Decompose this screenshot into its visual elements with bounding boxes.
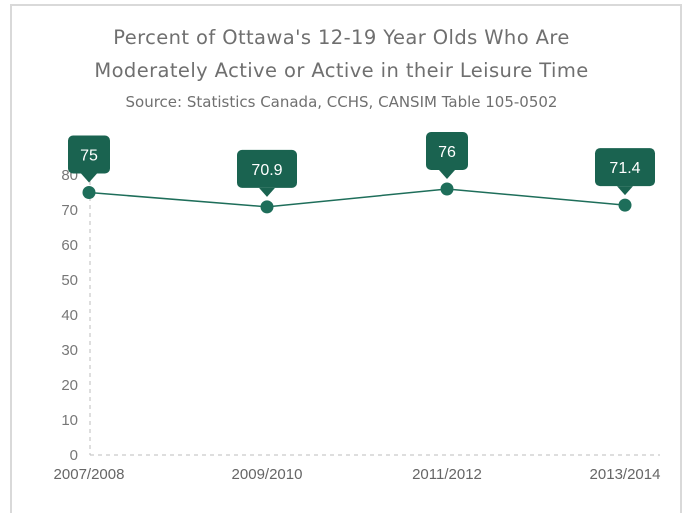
- x-tick-label: 2013/2014: [590, 466, 661, 483]
- data-label-box: [237, 149, 297, 188]
- y-tick-label: 50: [61, 272, 78, 289]
- chart-subtitle: Source: Statistics Canada, CCHS, CANSIM …: [125, 93, 558, 111]
- y-tick-label: 10: [61, 412, 78, 429]
- data-point: [440, 182, 454, 196]
- chart-title-line-2: Moderately Active or Active in their Lei…: [94, 59, 589, 82]
- data-point: [618, 198, 632, 212]
- data-label-text: 76: [438, 144, 456, 161]
- data-point: [82, 186, 96, 199]
- series-line: [88, 188, 626, 208]
- data-label-pointer: [259, 187, 275, 197]
- chart-frame: [10, 4, 682, 513]
- data-label-text: 70.9: [251, 162, 282, 179]
- data-label-pointer: [617, 186, 633, 196]
- data-label-pointer: [81, 173, 97, 183]
- x-tick-label: 2007/2008: [54, 466, 125, 483]
- data-point: [260, 200, 274, 214]
- data-label: 75: [68, 135, 110, 183]
- y-tick-label: 60: [61, 237, 78, 254]
- x-tick-label: 2009/2010: [232, 466, 303, 483]
- data-label: 70.9: [237, 149, 297, 197]
- data-label-text: 75: [80, 148, 98, 165]
- y-tick-label: 0: [70, 447, 78, 464]
- chart-title-line-1: Percent of Ottawa's 12-19 Year Olds Who …: [113, 26, 570, 49]
- y-tick-label: 20: [61, 377, 78, 394]
- data-label-text: 71.4: [609, 160, 640, 177]
- data-label-pointer: [439, 170, 455, 179]
- data-label-box: [68, 135, 110, 174]
- y-tick-label: 70: [61, 202, 78, 219]
- data-label-box: [426, 132, 468, 170]
- data-label: 71.4: [595, 148, 655, 196]
- data-label-box: [595, 148, 655, 187]
- y-tick-label: 30: [61, 342, 78, 359]
- x-tick-label: 2011/2012: [412, 466, 482, 483]
- data-label: 76: [426, 132, 468, 179]
- y-tick-label: 40: [61, 307, 78, 324]
